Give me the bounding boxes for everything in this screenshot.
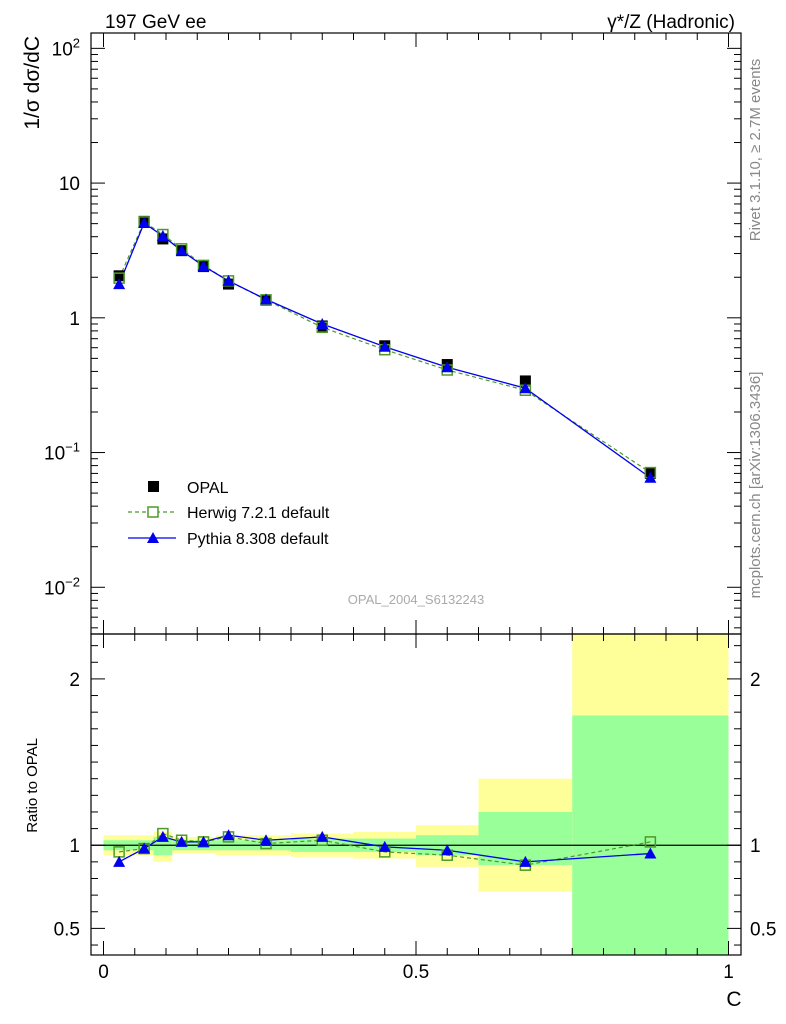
legend-entry-herwig: Herwig 7.2.1 default [128, 505, 330, 522]
x-tick-label: 1 [723, 962, 734, 983]
legend-entry-pythia: Pythia 8.308 default [128, 531, 329, 548]
opal-data-point [519, 375, 531, 387]
herwig-ratio-line [119, 832, 651, 866]
pythia-ratio-point [197, 835, 210, 847]
main-y-tick-label: 1 [69, 309, 80, 330]
pythia-main-point [156, 229, 169, 241]
x-tick-label: 0 [98, 962, 109, 983]
ratio-y-tick-label-left: 1 [69, 836, 80, 857]
pythia-main-point [175, 244, 188, 256]
pythia-ratio-point [316, 830, 329, 842]
herwig-ratio-point [644, 836, 657, 848]
pythia-ratio-point [378, 840, 391, 852]
legend-opal-marker [148, 481, 159, 492]
legend: OPAL Herwig 7.2.1 default Pythia 8.308 d… [128, 480, 330, 548]
main-y-tick-label: 10−1 [44, 440, 80, 465]
opal-data-point [113, 270, 125, 282]
pythia-main-point [138, 217, 151, 229]
pythia-main-point [316, 317, 329, 329]
main-y-tick-label: 102 [52, 35, 80, 60]
x-tick-label: 0.5 [403, 962, 429, 983]
rivet-version-label: Rivet 3.1.10, ≥ 2.7M events [747, 59, 764, 242]
header-right-label: γ*/Z (Hadronic) [607, 12, 735, 33]
legend-pythia-label: Pythia 8.308 default [187, 531, 329, 548]
pythia-ratio-point [644, 847, 657, 859]
legend-pythia-marker [147, 532, 159, 543]
pythia-main-point [519, 382, 532, 394]
background-layer [103, 634, 729, 955]
ratio-y-tick-label-left: 2 [69, 670, 80, 691]
main-y-tick-label: 10 [59, 174, 80, 195]
legend-opal-label: OPAL [187, 480, 229, 497]
pythia-main-point [113, 278, 126, 290]
pythia-ratio-point [441, 844, 454, 856]
pythia-main-point [644, 471, 657, 483]
ratio-y-tick-label-right: 1 [750, 836, 761, 857]
pythia-ratio-point [113, 855, 126, 867]
ratio-axes: 0 0.5 1 0.5 0.5 1 1 2 2 [54, 633, 776, 983]
pythia-ratio-point [260, 834, 272, 846]
pythia-main-point [378, 340, 391, 352]
pythia-main-point [441, 361, 454, 373]
main-axes: 10−2 10−1 1 10 102 [44, 32, 742, 635]
mcplots-label: mcplots.cern.ch [arXiv:1306.3436] [747, 372, 764, 599]
pythia-main-point [197, 260, 210, 272]
analysis-id-label: OPAL_2004_S6132243 [348, 592, 484, 607]
pythia-ratio-point [156, 830, 169, 842]
ratio-y-tick-label-left: 0.5 [54, 919, 80, 940]
pythia-ratio-point [222, 829, 235, 841]
ratio-y-axis-label: Ratio to OPAL [24, 738, 41, 833]
legend-herwig-label: Herwig 7.2.1 default [187, 505, 330, 522]
main-y-axis-label: 1/σ dσ/dC [21, 36, 44, 130]
ratio-y-tick-label-right: 0.5 [750, 919, 776, 940]
pythia-main-point [222, 274, 235, 286]
ratio-band-green-11 [572, 715, 729, 955]
pythia-main-point [260, 293, 272, 305]
ratio-data [91, 827, 741, 871]
header-left-label: 197 GeV ee [105, 12, 206, 33]
ratio-y-tick-label-right: 2 [750, 670, 761, 691]
main-y-tick-label: 10−2 [44, 574, 80, 599]
main-data [113, 215, 657, 483]
pythia-ratio-point [519, 855, 532, 867]
x-axis-label: C [726, 988, 741, 1011]
pythia-ratio-point [138, 842, 151, 854]
legend-entry-opal: OPAL [148, 480, 229, 497]
legend-herwig-marker [147, 506, 159, 518]
pythia-ratio-point [175, 835, 188, 847]
